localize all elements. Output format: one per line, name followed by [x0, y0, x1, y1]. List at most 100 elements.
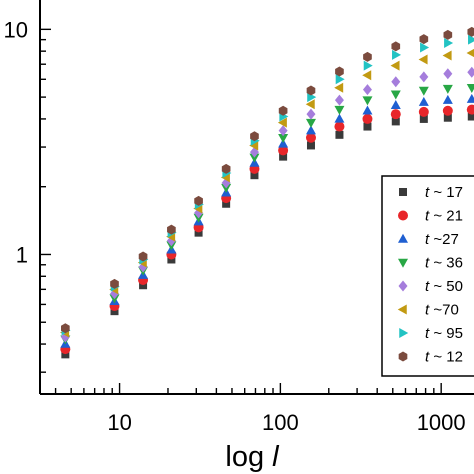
legend-variable: t — [425, 302, 430, 319]
data-point — [363, 51, 372, 62]
legend-variable: t — [425, 208, 430, 225]
axes: 10 100 1000 1 10 — [4, 0, 474, 435]
data-point — [444, 37, 454, 48]
data-point — [249, 140, 259, 151]
y-tick-label: 10 — [4, 17, 28, 42]
data-point — [362, 96, 373, 106]
data-point — [442, 94, 453, 104]
data-point — [221, 183, 232, 193]
legend-variable: t — [425, 231, 430, 248]
data-point — [466, 104, 474, 115]
data-point — [443, 68, 453, 80]
data-point — [418, 106, 429, 117]
data-point — [278, 145, 289, 156]
data-points — [60, 26, 474, 359]
data-point — [249, 153, 260, 163]
data-point — [442, 105, 453, 116]
data-point — [442, 84, 453, 94]
data-point — [466, 93, 474, 103]
legend-variable: t — [425, 349, 430, 366]
series-1 — [61, 112, 474, 359]
data-point — [419, 34, 429, 45]
data-point — [138, 251, 148, 262]
data-point — [467, 112, 474, 121]
data-point — [334, 113, 345, 123]
data-point — [362, 84, 372, 96]
data-point — [418, 96, 429, 106]
legend-value: ~ 95 — [429, 325, 463, 342]
data-point — [167, 255, 176, 264]
data-point — [442, 50, 452, 61]
data-point — [335, 66, 344, 77]
data-point — [139, 281, 148, 290]
data-point — [306, 85, 316, 96]
data-point — [363, 60, 373, 71]
legend: t ~ 17t ~ 21t ~27t ~ 36t ~ 50t ~70t ~ 95… — [381, 175, 474, 377]
legend-value: ~ 36 — [429, 255, 463, 272]
data-point — [334, 94, 344, 106]
legend-variable: t — [425, 255, 430, 272]
data-point — [467, 66, 474, 78]
legend-label: t ~ 21 — [425, 208, 463, 225]
data-point — [305, 125, 316, 135]
legend-marker — [399, 188, 407, 196]
data-point — [110, 307, 119, 316]
data-point — [420, 42, 430, 53]
data-point — [306, 141, 315, 150]
data-point — [362, 105, 373, 115]
data-point — [110, 278, 119, 289]
data-point — [278, 125, 288, 137]
x-tick-label: 10 — [107, 410, 131, 435]
data-point — [305, 132, 316, 143]
data-point — [194, 195, 203, 206]
data-point — [277, 117, 287, 128]
legend-label: t ~ 36 — [425, 255, 463, 272]
data-point — [61, 350, 70, 359]
data-point — [363, 122, 372, 131]
data-point — [335, 130, 344, 139]
data-point — [391, 41, 401, 52]
legend-marker — [398, 351, 408, 362]
data-point — [278, 105, 288, 116]
data-point — [334, 121, 345, 132]
data-point — [194, 228, 203, 237]
y-axis-ticks: 1 10 — [4, 17, 51, 373]
data-point — [390, 109, 401, 120]
data-point — [167, 224, 176, 235]
legend-marker — [398, 258, 408, 268]
legend-label: t ~ 12 — [425, 349, 463, 366]
legend-marker — [397, 304, 407, 315]
data-point — [278, 133, 289, 143]
data-point — [249, 146, 259, 158]
data-point — [334, 82, 344, 93]
data-point — [390, 90, 401, 100]
data-point — [443, 29, 453, 40]
data-point — [250, 131, 259, 142]
data-point — [305, 118, 316, 128]
legend-value: ~ 12 — [429, 349, 463, 366]
data-point — [334, 105, 345, 115]
legend-variable: t — [425, 184, 430, 201]
data-point — [391, 117, 400, 126]
data-point — [306, 108, 316, 120]
legend-marker — [399, 328, 409, 338]
legend-variable: t — [425, 325, 430, 342]
data-point — [362, 70, 372, 81]
data-point — [418, 86, 429, 96]
legend-marker — [398, 210, 408, 221]
data-point — [419, 114, 428, 123]
data-point — [222, 199, 231, 208]
legend-label: t ~ 17 — [425, 184, 463, 201]
data-point — [221, 163, 231, 174]
legend-variable: t — [425, 278, 430, 295]
y-tick-label: 1 — [16, 242, 28, 267]
x-axis-ticks: 10 100 1000 — [54, 383, 466, 435]
legend-marker — [398, 280, 408, 292]
x-axis-title-prefix: log — [225, 441, 272, 473]
legend-label: t ~27 — [425, 231, 459, 248]
data-point — [466, 48, 474, 58]
data-point — [390, 100, 401, 110]
data-point — [278, 138, 289, 148]
data-point — [61, 323, 70, 334]
